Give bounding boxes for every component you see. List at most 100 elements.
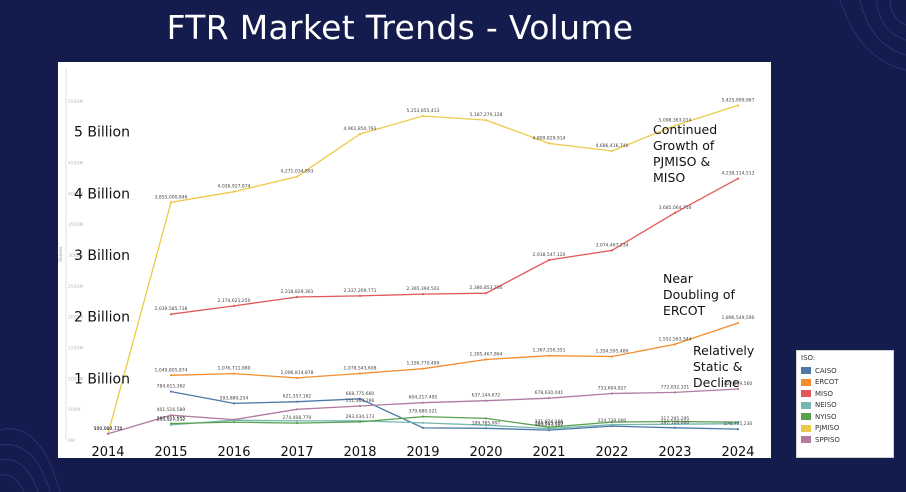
data-point [358,420,362,424]
x-tick-label: 2021 [532,445,565,458]
x-tick-label: 2022 [595,445,628,458]
legend-swatch [801,378,811,386]
data-label: 3,685,064,754 [659,205,692,211]
data-point [106,432,110,435]
series-line-ercot [170,322,739,379]
data-point [673,124,677,127]
data-point [736,387,740,391]
data-point [673,426,677,429]
y-tick-label: 1 Billion [74,371,130,387]
data-label: 5,253,855,413 [407,108,440,114]
data-label: 401,516,589 [157,407,186,413]
data-label: 293,034,173 [346,414,375,420]
data-point [295,419,299,423]
data-point [484,424,488,427]
legend-label: SPPISO [815,435,840,444]
x-tick-label: 2017 [280,445,313,458]
y-tick-label: 2 Billion [74,310,130,326]
small-axis-tick-label: 5500M [68,99,83,105]
data-point [484,399,488,402]
small-axis-tick-label: 1000M [68,376,83,382]
data-point [484,292,488,295]
data-point [610,249,614,252]
y-tick-label: 4 Billion [74,186,130,202]
data-point [169,414,173,417]
data-label: 2,365,394,502 [407,286,440,292]
legend-item-miso[interactable]: MISO [801,388,889,400]
data-label: 621,557,162 [283,394,312,400]
y-tick-label: 3 Billion [74,248,130,264]
legend-label: NEISO [815,401,837,410]
annotation: Continued Growth of PJMISO & MISO [653,122,717,185]
legend-items: CAISO ERCOT MISO NEISO NYISO PJMISO SPPISO [801,365,889,446]
data-label: 678,630,041 [535,390,564,396]
legend-item-sppiso[interactable]: SPPISO [801,434,889,446]
data-label: 267,811,655 [157,416,186,422]
data-point [610,423,614,426]
data-point [736,427,740,431]
legend-item-nyiso[interactable]: NYISO [801,411,889,423]
data-label: 1,896,549,590 [722,315,755,321]
x-tick-label: 2016 [217,445,250,458]
legend-item-pjmiso[interactable]: PJMISO [801,423,889,435]
series-line-neiso [170,419,739,430]
data-label: 3,074,467,234 [596,242,629,248]
legend-swatch [801,390,811,398]
legend-swatch [801,436,811,444]
legend-label: CAISO [815,366,837,375]
legend-item-neiso[interactable]: NEISO [801,400,889,412]
small-axis-tick-label: 1500M [68,346,83,352]
slide-title: FTR Market Trends - Volume [166,8,634,47]
legend-item-ercot[interactable]: ERCOT [801,377,889,389]
data-label: 176,775,230 [724,421,753,427]
data-label: 379,680,521 [409,409,438,415]
data-label: 160,293,587 [535,422,564,428]
data-point [673,423,677,426]
small-axis-tick-label: 2500M [68,284,83,290]
data-label: 1,367,250,351 [533,348,566,354]
data-point [295,376,299,380]
small-axis-tick-label: 4500M [68,161,83,167]
data-label: 668,775,660 [346,391,375,397]
x-tick-label: 2020 [469,445,502,458]
data-point [169,422,173,425]
data-point [358,294,362,297]
x-tick-label: 2018 [343,445,376,458]
chart-panel: 5500M 4500M 4000M 3500M 3000M 2500M 2000M 1500M… [58,62,771,458]
x-tick-label: 2024 [721,445,754,458]
data-label: 2,337,269,771 [344,288,377,294]
data-point [547,397,551,400]
data-point [421,114,425,118]
data-label: 4,026,927,874 [218,184,251,190]
line-chart: 5500M 4500M 4000M 3500M 3000M 2500M 2000M 1500M… [58,68,755,458]
data-label: 1,354,595,480 [596,348,629,354]
legend-swatch [801,401,811,409]
data-point [484,417,488,420]
small-axis-tick-label: 500M [68,407,81,413]
legend-label: ERCOT [815,378,839,387]
legend-swatch [801,424,811,432]
data-point [484,119,488,122]
data-label: 550,017,714 [94,426,123,432]
data-label: 2,039,585,738 [155,306,188,312]
annotation: Relatively Static & Decline [693,343,755,390]
chart-legend: ISO: CAISO ERCOT MISO NEISO NYISO PJMISO SPPIS… [796,350,894,458]
data-point [295,175,299,178]
data-point [484,427,488,430]
data-label: 1,078,543,608 [344,365,377,371]
data-point [673,391,677,394]
data-point [547,258,551,262]
data-point [295,421,299,425]
legend-item-caiso[interactable]: CAISO [801,365,889,377]
data-point [421,426,425,429]
data-point [169,201,173,204]
data-point [673,343,677,346]
data-label: 184,615,508 [535,421,564,427]
small-axis-tick-label: 4000M [68,191,83,197]
data-point [421,367,425,370]
legend-label: MISO [815,389,834,398]
data-label: 772,032,321 [661,384,690,390]
data-label: 2,174,621,250 [218,298,251,304]
data-point [232,402,236,405]
data-label: 100,040,175 [94,426,123,432]
